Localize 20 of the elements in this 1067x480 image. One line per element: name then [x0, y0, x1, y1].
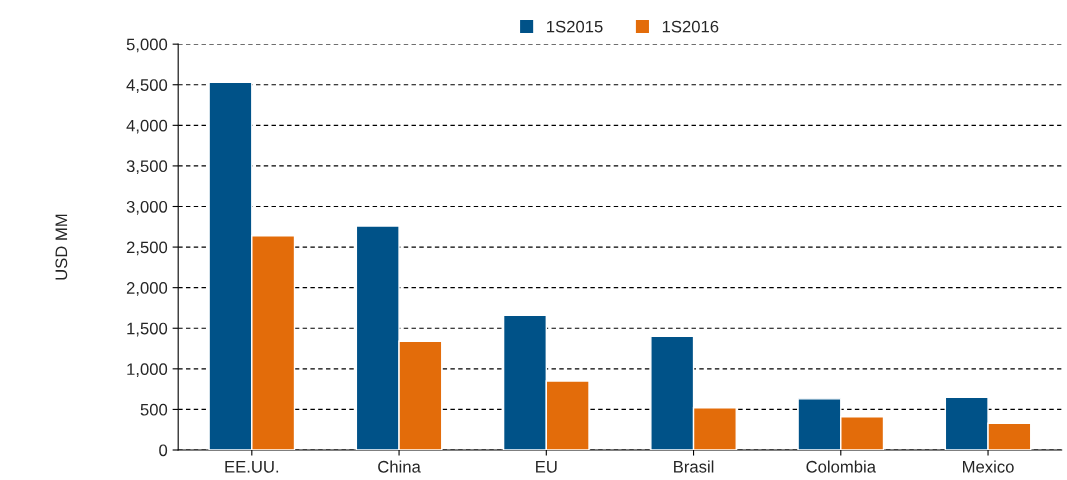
- y-tick-label: 4,500: [126, 79, 168, 93]
- y-tick-label: 3,000: [126, 200, 168, 215]
- x-tick-label: EU: [536, 461, 557, 473]
- y-tick-label: 500: [140, 403, 168, 416]
- y-tick-label: 3,500: [126, 160, 168, 175]
- x-tick-label: Brasil: [674, 460, 714, 473]
- legend-label: 1S2015: [547, 20, 603, 33]
- y-axis-title: USD MM: [55, 214, 68, 280]
- x-tick-label: China: [378, 460, 421, 473]
- y-tick-label: 5,000: [126, 38, 168, 53]
- y-tick-label: 1,500: [127, 322, 168, 337]
- y-tick-label: 4,000: [126, 119, 168, 134]
- y-tick-label: 0: [159, 444, 168, 457]
- y-tick-label: 2,500: [126, 241, 168, 256]
- y-tick-label: 2,000: [126, 282, 168, 296]
- x-tick-label: EE.UU.: [225, 461, 279, 473]
- y-tick-label: 1,000: [127, 363, 168, 377]
- x-tick-label: Mexico: [963, 460, 1014, 473]
- x-tick-label: Colombia: [806, 460, 876, 473]
- legend-label: 1S2016: [662, 20, 719, 33]
